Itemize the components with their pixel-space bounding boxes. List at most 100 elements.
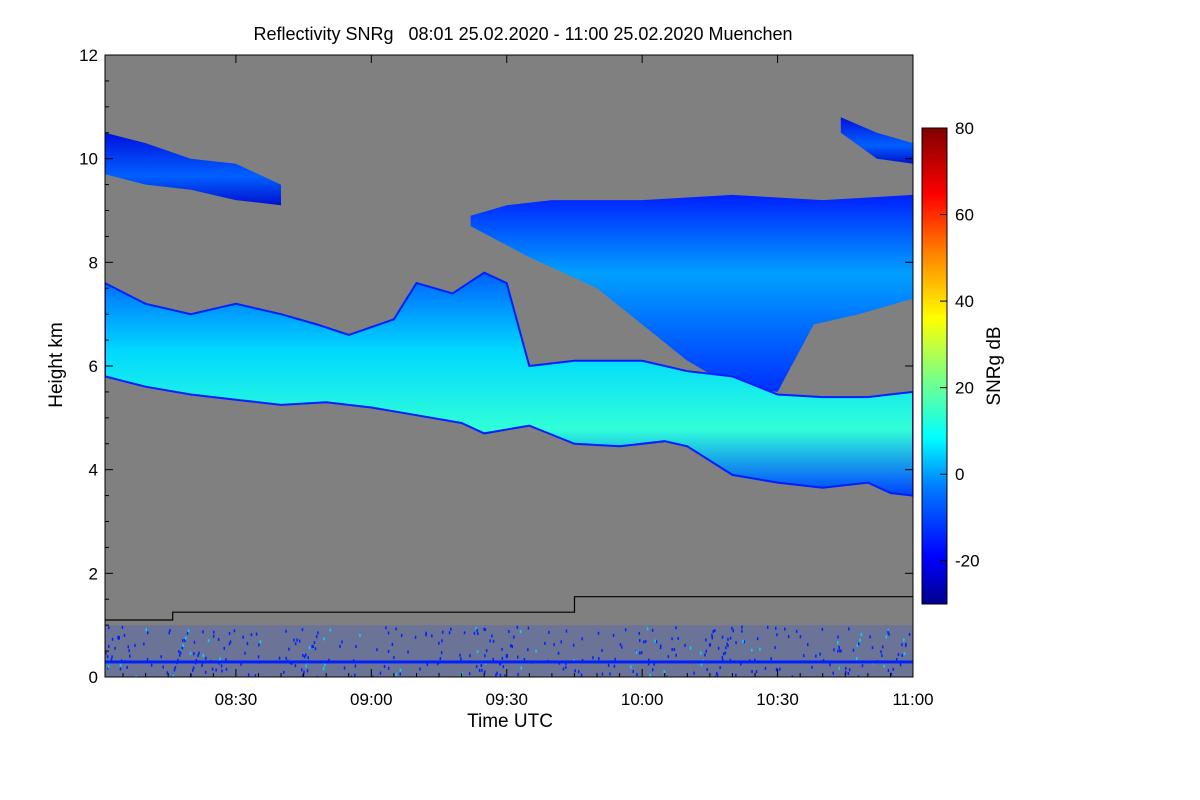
clutter-speck bbox=[119, 667, 122, 671]
clutter-speck bbox=[225, 667, 228, 671]
clutter-speck bbox=[379, 671, 382, 675]
clutter-speck bbox=[639, 639, 641, 643]
clutter-speck bbox=[722, 652, 725, 656]
clutter-speck bbox=[192, 666, 195, 670]
clutter-speck bbox=[735, 641, 737, 645]
clutter-speck bbox=[414, 635, 417, 639]
clutter-speck bbox=[565, 665, 567, 669]
clutter-speck bbox=[759, 647, 761, 651]
y-tick-label: 10 bbox=[79, 150, 98, 169]
clutter-speck bbox=[565, 629, 568, 633]
clutter-speck bbox=[506, 654, 508, 657]
x-axis: 08:30 09:00 09:30 10:00 10:30 11:00 bbox=[122, 55, 934, 709]
clutter-speck bbox=[598, 657, 600, 661]
main-cloud-layer bbox=[105, 272, 913, 496]
clutter-speck bbox=[399, 668, 402, 672]
mixing-layer-line bbox=[105, 596, 913, 621]
x-tick-label: 11:00 bbox=[892, 690, 933, 709]
clutter-speck bbox=[387, 666, 390, 670]
clutter-speck bbox=[311, 645, 313, 649]
x-tick-label: 10:00 bbox=[621, 690, 664, 709]
clutter-speck bbox=[883, 664, 885, 668]
clutter-speck bbox=[643, 640, 645, 644]
clutter-speck bbox=[385, 626, 387, 630]
clutter-speck bbox=[612, 633, 615, 637]
clutter-speck bbox=[127, 645, 129, 649]
clutter-speck bbox=[294, 664, 297, 668]
clutter-speck bbox=[632, 670, 634, 673]
clutter-speck bbox=[491, 634, 493, 638]
clutter-speck bbox=[492, 657, 494, 661]
clutter-speck bbox=[888, 632, 890, 636]
clutter-speck bbox=[278, 656, 281, 660]
clutter-speck bbox=[186, 631, 189, 635]
clutter-speck bbox=[184, 639, 186, 643]
clutter-speck bbox=[174, 666, 177, 670]
clutter-speck bbox=[840, 649, 842, 653]
colorbar-tick-label: 40 bbox=[955, 292, 974, 311]
clutter-speck bbox=[438, 641, 440, 645]
clutter-speck bbox=[501, 647, 503, 651]
clutter-speck bbox=[343, 666, 346, 670]
clutter-speck bbox=[217, 638, 220, 641]
y-tick-label: 2 bbox=[89, 564, 98, 583]
clutter-speck bbox=[614, 657, 616, 661]
plot-area: 08:30 09:00 09:30 10:00 10:30 11:00 0 2 4 6 8 10 12 bbox=[79, 46, 934, 709]
upper-cloud-layer bbox=[470, 194, 913, 392]
colorbar: 80 60 40 20 0 -20 bbox=[921, 119, 980, 605]
clutter-speck bbox=[619, 643, 622, 647]
clutter-speck bbox=[613, 664, 616, 668]
clutter-speck bbox=[372, 675, 374, 677]
clutter-speck bbox=[441, 639, 443, 643]
clutter-speck bbox=[259, 640, 262, 644]
clutter-speck bbox=[425, 631, 427, 635]
clutter-speck bbox=[399, 672, 401, 676]
clutter-speck bbox=[118, 635, 120, 639]
clutter-speck bbox=[709, 643, 712, 647]
clutter-speck bbox=[903, 638, 905, 642]
clutter-speck bbox=[383, 665, 386, 668]
clutter-speck bbox=[108, 626, 110, 630]
clutter-speck bbox=[240, 662, 242, 666]
clutter-speck bbox=[721, 635, 724, 639]
clutter-speck bbox=[856, 644, 859, 647]
clutter-speck bbox=[667, 675, 670, 677]
clutter-speck bbox=[651, 628, 654, 632]
clutter-speck bbox=[171, 675, 173, 677]
clutter-speck bbox=[784, 627, 786, 631]
clutter-speck bbox=[328, 658, 330, 662]
clutter-speck bbox=[187, 629, 190, 633]
clutter-speck bbox=[795, 629, 798, 633]
clutter-speck bbox=[314, 647, 317, 651]
clutter-speck bbox=[173, 668, 176, 672]
clutter-speck bbox=[306, 669, 309, 673]
clutter-speck bbox=[212, 634, 215, 638]
clutter-speck bbox=[303, 670, 305, 674]
clutter-speck bbox=[193, 652, 195, 656]
clutter-speck bbox=[510, 644, 512, 648]
y-tick-label: 6 bbox=[89, 357, 98, 376]
clutter-speck bbox=[636, 673, 638, 676]
clutter-speck bbox=[799, 635, 802, 639]
clutter-speck bbox=[844, 670, 847, 674]
clutter-speck bbox=[640, 651, 643, 655]
clutter-speck bbox=[359, 634, 361, 637]
clutter-speck bbox=[887, 630, 889, 634]
clutter-speck bbox=[764, 666, 767, 670]
clutter-speck bbox=[450, 627, 452, 631]
clutter-speck bbox=[630, 665, 632, 669]
colorbar-label: SNRg dB bbox=[984, 326, 1005, 405]
clutter-speck bbox=[597, 631, 600, 635]
clutter-speck bbox=[821, 627, 824, 631]
clutter-speck bbox=[660, 644, 662, 648]
clutter-speck bbox=[775, 626, 777, 630]
clutter-speck bbox=[123, 633, 126, 637]
clutter-speck bbox=[725, 646, 727, 650]
clutter-speck bbox=[285, 656, 287, 660]
clutter-speck bbox=[478, 668, 481, 672]
clutter-speck bbox=[742, 640, 744, 643]
clutter-speck bbox=[787, 635, 790, 639]
clutter-speck bbox=[562, 667, 565, 671]
clutter-speck bbox=[285, 629, 287, 633]
clutter-speck bbox=[146, 657, 149, 661]
